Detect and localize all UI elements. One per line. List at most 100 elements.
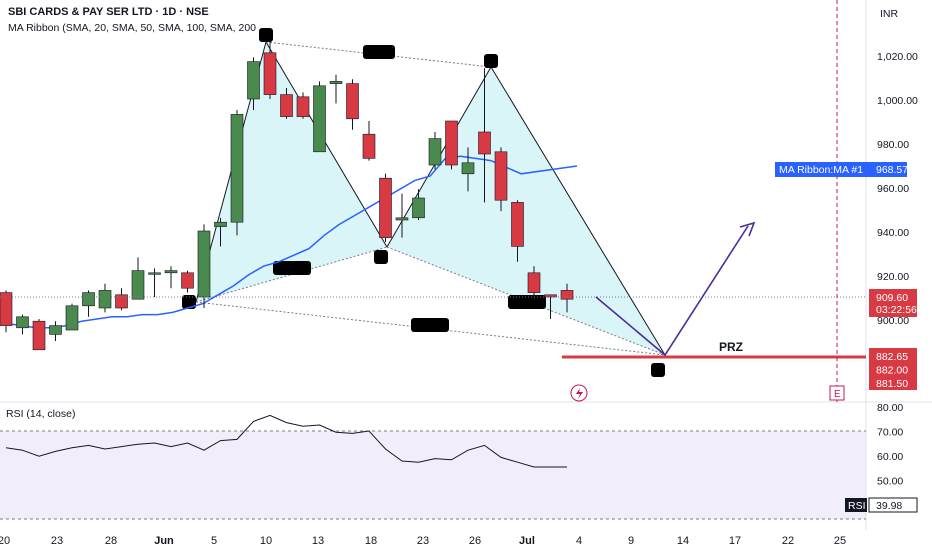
x-tick-label: 22 — [782, 535, 794, 547]
pattern-point-marker-8 — [508, 295, 546, 309]
candle-body — [412, 197, 425, 219]
pattern-diagonal-3 — [195, 301, 666, 356]
candle-body — [461, 162, 475, 175]
candle-body — [544, 294, 557, 298]
y-tick-label: 920.00 — [877, 271, 909, 283]
x-tick-label: 23 — [51, 535, 63, 547]
x-tick-label: 10 — [260, 535, 272, 547]
lightning-icon — [576, 388, 583, 399]
rsi-tick-label: 80.00 — [877, 402, 903, 414]
pattern-point-marker-4 — [651, 363, 665, 377]
pattern-point-marker-7 — [411, 318, 449, 332]
candle — [16, 314, 29, 335]
rsi-tag-label: RSI — [848, 500, 866, 512]
prz-price-tag — [869, 348, 917, 390]
candle-body — [395, 217, 409, 221]
x-tick-label: 23 — [417, 535, 429, 547]
prz-price-value: 882.65 — [876, 351, 908, 363]
rsi-tag-label-box — [845, 498, 867, 512]
candle-body — [445, 120, 458, 166]
candle-body — [379, 177, 392, 238]
candle-body — [362, 133, 376, 159]
pattern-point-marker-5 — [363, 45, 395, 59]
candle — [395, 193, 409, 238]
candle — [181, 270, 194, 293]
pattern-leg-3 — [490, 66, 666, 356]
rsi-tag-value: 39.98 — [876, 500, 902, 512]
candle — [544, 294, 557, 319]
pattern-point-marker-1 — [484, 54, 498, 68]
candle-body — [478, 131, 491, 155]
candle-body — [329, 81, 343, 84]
candle — [247, 57, 260, 110]
candle-body — [527, 272, 541, 293]
candle-body — [296, 96, 310, 117]
candle-body — [428, 138, 442, 166]
x-tick-label: 20 — [0, 535, 10, 547]
candle — [49, 321, 62, 341]
candle-body — [65, 305, 79, 331]
candle — [32, 319, 46, 351]
candle-body — [511, 202, 524, 247]
candle — [346, 79, 359, 130]
x-tick-label: 14 — [677, 535, 689, 547]
x-tick-label: 17 — [729, 535, 741, 547]
candle — [263, 41, 277, 99]
rsi-tick-label: 60.00 — [877, 451, 903, 463]
x-tick-label: 26 — [469, 535, 481, 547]
candle — [296, 92, 310, 119]
symbol-title[interactable]: SBI CARDS & PAY SER LTD · 1D · NSE — [8, 6, 209, 18]
candle — [362, 121, 376, 161]
x-axis: 20 23 28 Jun 5 10 13 18 23 26 Jul 4 9 14 17 22 25 — [0, 535, 846, 547]
y-tick-label: 980.00 — [877, 139, 909, 151]
candle — [82, 290, 95, 317]
rsi-tag-value-box — [868, 497, 918, 513]
prz-price-value: 881.50 — [876, 378, 908, 390]
ma-tag-value: 968.57 — [876, 164, 908, 176]
candle-body — [263, 52, 277, 95]
candle — [115, 288, 128, 311]
candle — [230, 110, 244, 236]
x-tick-label: 13 — [312, 535, 324, 547]
earnings-event-letter: E — [834, 389, 841, 400]
candle-body — [494, 151, 508, 201]
candle — [164, 266, 178, 289]
candle — [148, 268, 161, 297]
y-tick-label: 1,000.00 — [877, 95, 918, 107]
candle-body — [131, 270, 145, 300]
last-price-value: 909.60 — [876, 292, 908, 304]
rsi-title[interactable]: RSI (14, close) — [6, 408, 76, 420]
x-tick-label: 18 — [365, 535, 377, 547]
candle-body — [181, 272, 194, 289]
rsi-tick-label: 50.00 — [877, 476, 903, 488]
rsi-line — [5, 414, 567, 468]
candle — [65, 303, 79, 331]
candle — [214, 217, 227, 247]
rsi-tick-label: 70.00 — [877, 427, 903, 439]
candle — [461, 147, 475, 192]
candle-body — [148, 272, 161, 275]
candle-body — [49, 325, 62, 335]
candles — [0, 41, 574, 351]
candle — [445, 120, 458, 170]
y-axis: 1,020.00 1,000.00 980.00 960.00 940.00 920.00… — [877, 51, 918, 488]
x-tick-label: 28 — [105, 535, 117, 547]
projection-arrow-head — [739, 221, 756, 237]
candle — [98, 283, 112, 313]
last-price-tag — [869, 289, 917, 317]
candle — [329, 74, 343, 104]
x-tick-label: Jul — [519, 535, 535, 547]
y-tick-label: 940.00 — [877, 227, 909, 239]
y-tick-label: 1,020.00 — [877, 51, 918, 63]
candle-body — [16, 316, 29, 329]
candle-body — [313, 85, 326, 153]
currency-label[interactable]: INR — [880, 8, 899, 20]
y-tick-label: 900.00 — [877, 315, 909, 327]
indicator-legend[interactable]: MA Ribbon (SMA, 20, SMA, 50, SMA, 100, S… — [8, 22, 257, 34]
candle — [494, 147, 508, 212]
candle — [197, 224, 211, 308]
candle-body — [32, 320, 46, 351]
prz-price-value: 882.00 — [876, 365, 908, 377]
candle — [379, 173, 392, 242]
